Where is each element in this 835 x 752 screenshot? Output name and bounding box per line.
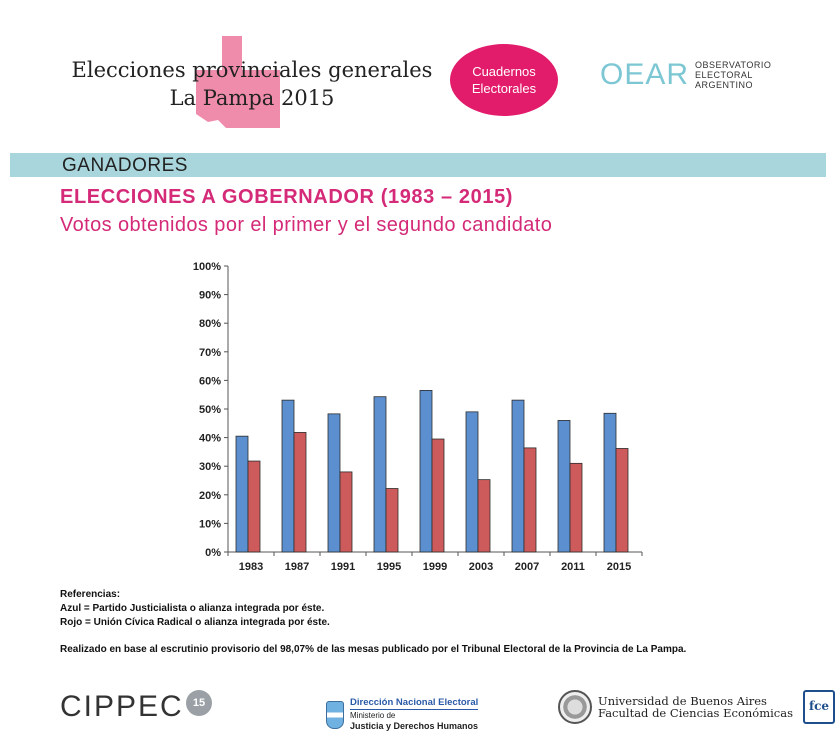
oear-text: OBSERVATORIO ELECTORAL ARGENTINO: [695, 60, 771, 90]
uba-line2: Facultad de Ciencias Económicas: [598, 706, 793, 720]
bar-pj-1995: [373, 396, 387, 553]
bar-ucr-2015: [615, 448, 629, 553]
references-blue: Azul = Partido Justicialista o alianza i…: [60, 603, 325, 614]
x-tick-label: 1995: [377, 561, 401, 573]
oear-line1: OBSERVATORIO: [695, 60, 772, 70]
bar-pj-2003: [465, 411, 479, 553]
y-tick-label: 50%: [199, 404, 221, 416]
dne-line3: Justicia y Derechos Humanos: [350, 721, 479, 731]
section-band-label: GANADORES: [62, 155, 188, 176]
chart-subheading: Votos obtenidos por el primer y el segun…: [60, 214, 553, 236]
x-tick-label: 1991: [331, 561, 355, 573]
y-tick-label: 100%: [193, 261, 221, 273]
x-tick-label: 1987: [285, 561, 309, 573]
uba-logo: Universidad de Buenos Aires Facultad de …: [558, 690, 835, 724]
section-band: GANADORES: [10, 153, 826, 177]
cuadernos-electorales-badge: Cuadernos Electorales: [450, 44, 558, 116]
y-tick-label: 30%: [199, 461, 221, 473]
uba-seal-icon: [558, 690, 592, 724]
references-red: Rojo = Unión Cívica Radical o alianza in…: [60, 617, 330, 628]
bar-ucr-1987: [293, 432, 307, 553]
cippec-15-badge: 15: [186, 690, 212, 716]
bar-pj-2011: [557, 420, 571, 553]
header-title: Elecciones provinciales generales La Pam…: [62, 56, 442, 112]
dne-line2: Ministerio de: [350, 711, 396, 720]
y-tick-label: 40%: [199, 433, 221, 445]
y-tick-label: 80%: [199, 318, 221, 330]
y-tick-label: 20%: [199, 490, 221, 502]
oear-line3: ARGENTINO: [695, 80, 754, 90]
bar-pj-1987: [281, 399, 295, 553]
x-tick-label: 1983: [239, 561, 263, 573]
bar-pj-1983: [235, 435, 249, 553]
bar-pj-1999: [419, 390, 433, 553]
votes-bar-chart: 0% 10% 20% 30% 40% 50% 60% 70% 80% 90% 100% 1983 198…: [193, 261, 643, 573]
x-tick-label: 2011: [561, 561, 585, 573]
argentina-shield-icon: [326, 700, 344, 729]
source-note: Realizado en base al escrutinio provisor…: [60, 644, 687, 655]
x-tick-label: 2015: [607, 561, 631, 573]
header-title-line1: Elecciones provinciales generales: [71, 58, 433, 82]
la-pampa-map-icon: [196, 36, 280, 128]
uba-line1: Universidad de Buenos Aires: [598, 694, 767, 708]
bar-ucr-1995: [385, 488, 399, 553]
bar-pj-2007: [511, 399, 525, 553]
badge-line1: Cuadernos: [472, 64, 536, 79]
x-tick-label: 2007: [515, 561, 539, 573]
oear-logo: OEAR OBSERVATORIO ELECTORAL ARGENTINO: [600, 58, 771, 92]
y-tick-label: 60%: [199, 375, 221, 387]
references: Referencias: Azul = Partido Justicialist…: [60, 588, 330, 630]
y-tick-label: 90%: [199, 290, 221, 302]
y-tick-label: 70%: [199, 347, 221, 359]
dne-line1: Dirección Nacional Electoral: [350, 697, 479, 710]
x-tick-label: 1999: [423, 561, 447, 573]
cippec-logo: CIPPEC: [60, 690, 184, 723]
references-heading: Referencias:: [60, 589, 121, 600]
bar-ucr-2007: [523, 447, 537, 553]
fce-logo: fce: [803, 690, 835, 724]
oear-mark: OEAR: [600, 58, 690, 91]
badge-line2: Electorales: [471, 81, 537, 96]
bar-ucr-1991: [339, 471, 353, 553]
dne-logo: Dirección Nacional Electoral Ministerio …: [326, 697, 479, 732]
bar-ucr-1983: [247, 460, 261, 553]
y-tick-label: 10%: [199, 518, 221, 530]
bar-ucr-2011: [569, 462, 583, 553]
chart-heading: ELECCIONES A GOBERNADOR (1983 – 2015): [60, 186, 514, 208]
header-title-line2: La Pampa 2015: [169, 86, 335, 110]
oear-line2: ELECTORAL: [695, 70, 753, 80]
x-tick-label: 2003: [469, 561, 493, 573]
bar-ucr-1999: [431, 438, 445, 553]
bar-pj-2015: [603, 412, 617, 553]
bar-pj-1991: [327, 413, 341, 553]
bar-ucr-2003: [477, 479, 491, 553]
y-tick-label: 0%: [205, 547, 221, 559]
